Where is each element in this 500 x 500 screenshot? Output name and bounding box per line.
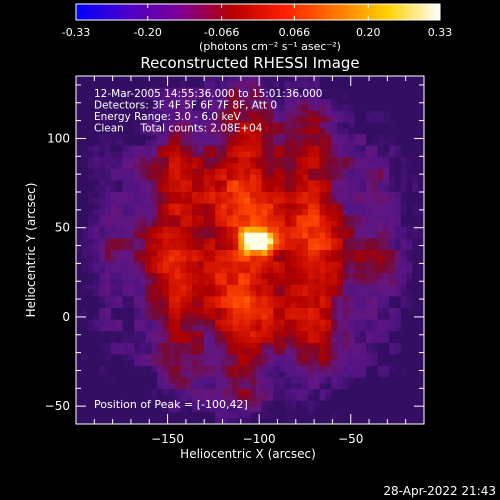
x-tick-label: −150: [151, 432, 184, 446]
y-tick-label: 0: [62, 310, 70, 324]
x-tick-label: −50: [338, 432, 363, 446]
x-tick-label: −100: [243, 432, 276, 446]
axis-ticks: −150 −100 −50 −50 0 50 100: [45, 76, 424, 446]
colorbar-tick-label: 0.33: [428, 26, 453, 39]
info-line: 12-Mar-2005 14:55:36.000 to 15:01:36.000: [94, 88, 322, 100]
timestamp: 28-Apr-2022 21:43: [383, 484, 496, 498]
colorbar-tick-label: 0.20: [356, 26, 381, 39]
info-line: Energy Range: 3.0 - 6.0 keV: [94, 111, 242, 123]
colorbar-units-label: (photons cm⁻² s⁻¹ asec⁻²): [199, 40, 341, 53]
chart-title: Reconstructed RHESSI Image: [140, 54, 359, 72]
colorbar-tick-label: 0.066: [279, 26, 311, 39]
info-line: Detectors: 3F 4F 5F 6F 7F 8F, Att 0: [94, 100, 277, 112]
colorbar-tick-label: -0.33: [62, 26, 90, 39]
y-axis-label: Heliocentric Y (arcsec): [24, 183, 38, 318]
x-axis-label: Heliocentric X (arcsec): [180, 447, 316, 461]
plot-frame: [75, 75, 425, 425]
observation-info: 12-Mar-2005 14:55:36.000 to 15:01:36.000…: [94, 88, 322, 135]
colorbar-gradient: [75, 3, 441, 21]
y-tick-label: 50: [55, 221, 70, 235]
colorbar-ticks: -0.33 -0.20 -0.066 0.066 0.20 0.33: [62, 4, 452, 39]
heatmap-image: [76, 76, 425, 425]
peak-position-label: Position of Peak = [-100,42]: [94, 398, 248, 411]
y-tick-label: −50: [45, 399, 70, 413]
colorbar-tick-label: -0.20: [133, 26, 161, 39]
info-line: Clean Total counts: 2.08E+04: [94, 123, 263, 135]
plot-area: −150 −100 −50 −50 0 50 100: [45, 75, 425, 446]
y-tick-label: 100: [47, 131, 70, 145]
colorbar-tick-label: -0.066: [204, 26, 239, 39]
colorbar: -0.33 -0.20 -0.066 0.066 0.20 0.33 (photons c…: [62, 3, 452, 53]
